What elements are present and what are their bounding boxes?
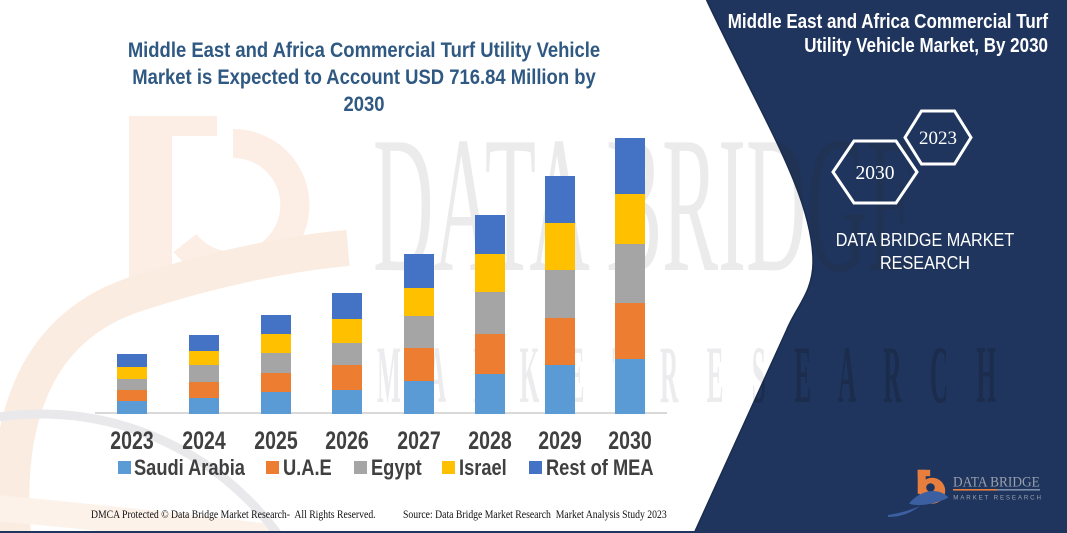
svg-text:2030: 2030 bbox=[856, 163, 895, 184]
svg-text:DATA BRIDGE: DATA BRIDGE bbox=[953, 474, 1040, 491]
svg-text:MARKET RESEARCH: MARKET RESEARCH bbox=[953, 494, 1043, 501]
svg-text:2023: 2023 bbox=[919, 128, 957, 149]
